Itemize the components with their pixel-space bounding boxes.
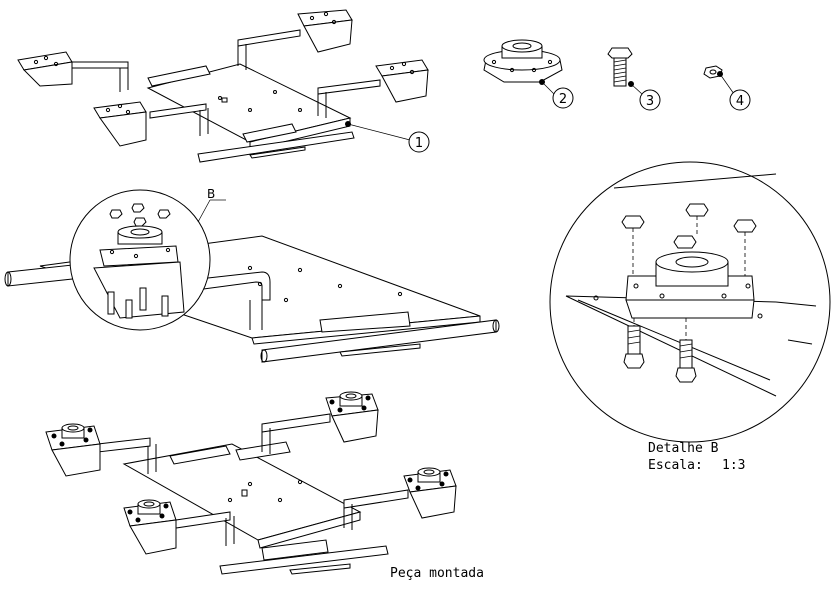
detail-b-title: Detalhe B [648,441,719,456]
part-2-flange [483,39,563,95]
balloon-2: 2 [552,87,574,109]
assembled-caption: Peça montada [390,566,484,581]
balloon-3: 3 [639,89,661,111]
balloon-1: 1 [408,131,430,153]
balloon-1-label: 1 [415,136,423,151]
part-3-bolt [607,47,643,95]
assembled-view [45,391,457,575]
frame-exploded-view [17,9,429,163]
balloon-4: 4 [729,89,751,111]
balloon-4-label: 4 [736,94,744,109]
balloon-3-label: 3 [646,94,654,109]
part-4-nut [703,65,735,95]
detail-b-view [549,161,831,443]
detail-b-scale-value: 1:3 [722,458,746,473]
detail-b-scale-label: Escala: [648,458,703,473]
detail-marker-label: B [207,187,215,201]
balloon-2-label: 2 [559,92,567,107]
frame-side-view [4,189,500,363]
